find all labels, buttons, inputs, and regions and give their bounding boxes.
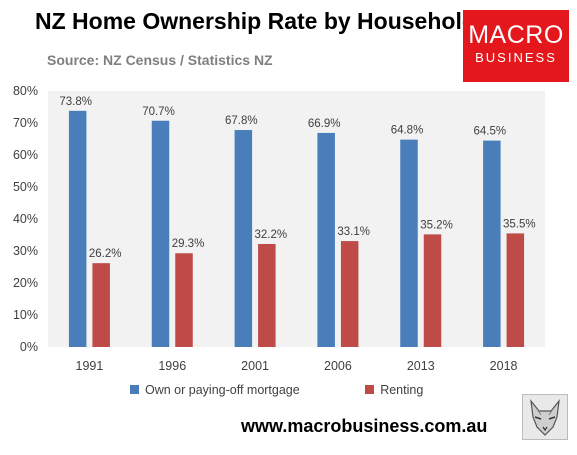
chart-legend: Own or paying-off mortgage Renting — [130, 383, 423, 397]
data-label-renting-2006: 33.1% — [337, 226, 370, 238]
y-tick-label: 30% — [13, 244, 38, 258]
x-tick-label: 1991 — [76, 359, 104, 373]
chart-subtitle: Source: NZ Census / Statistics NZ — [47, 52, 273, 68]
x-tick-label: 2018 — [490, 359, 518, 373]
bar-owned-2001 — [234, 130, 253, 347]
bar-owned-2018 — [483, 140, 501, 347]
data-label-renting-2013: 35.2% — [420, 219, 453, 231]
x-tick-label: 2006 — [324, 359, 352, 373]
y-tick-label: 70% — [13, 116, 38, 130]
legend-label-owned: Own or paying-off mortgage — [145, 383, 300, 397]
data-label-owned-2006: 66.9% — [308, 118, 341, 130]
data-label-renting-1996: 29.3% — [172, 238, 205, 250]
bar-owned-1991 — [68, 110, 87, 347]
y-tick-label: 60% — [13, 148, 38, 162]
data-label-owned-2001: 67.8% — [225, 115, 258, 127]
data-label-owned-2018: 64.5% — [474, 126, 507, 138]
x-tick-label: 1996 — [158, 359, 186, 373]
bar-renting-2006 — [340, 241, 359, 347]
chart-title: NZ Home Ownership Rate by Households — [35, 8, 489, 34]
data-label-renting-1991: 26.2% — [89, 248, 122, 260]
data-label-owned-2013: 64.8% — [391, 125, 424, 137]
bar-renting-2018 — [506, 233, 525, 347]
bar-renting-1996 — [175, 253, 193, 347]
y-tick-label: 20% — [13, 276, 38, 290]
legend-item-owned: Own or paying-off mortgage — [130, 383, 300, 397]
logo-line1: MACRO — [468, 21, 564, 49]
y-tick-label: 80% — [13, 84, 38, 98]
data-label-owned-1991: 73.8% — [59, 96, 92, 108]
bar-renting-2001 — [258, 243, 276, 347]
data-label-renting-2018: 35.5% — [503, 218, 536, 230]
macrobusiness-logo: MACRO BUSINESS — [463, 10, 569, 82]
plot-area — [48, 91, 545, 347]
legend-swatch-owned — [130, 385, 139, 395]
x-tick-label: 2013 — [407, 359, 435, 373]
x-tick-label: 2001 — [241, 359, 269, 373]
bar-owned-2006 — [317, 132, 335, 347]
data-label-renting-2001: 32.2% — [255, 229, 288, 241]
bar-owned-1996 — [151, 120, 170, 347]
data-label-owned-1996: 70.7% — [142, 106, 175, 118]
legend-label-renting: Renting — [380, 383, 424, 397]
bar-renting-1991 — [92, 263, 110, 347]
legend-item-renting: Renting — [365, 383, 423, 397]
logo-line2: BUSINESS — [475, 50, 557, 65]
y-tick-label: 50% — [13, 180, 38, 194]
fox-sketch-icon — [522, 394, 568, 440]
website-link[interactable]: www.macrobusiness.com.au — [241, 416, 488, 436]
bar-renting-2013 — [423, 234, 442, 347]
y-tick-label: 0% — [20, 340, 38, 354]
y-tick-label: 10% — [13, 308, 38, 322]
bar-owned-2013 — [400, 139, 418, 347]
y-tick-label: 40% — [13, 212, 38, 226]
legend-swatch-renting — [365, 385, 375, 395]
